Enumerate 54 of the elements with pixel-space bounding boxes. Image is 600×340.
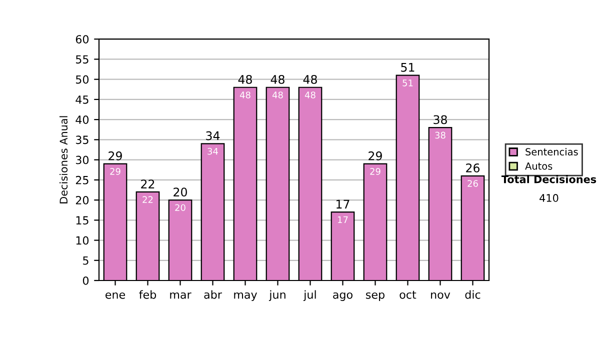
data-label: 29	[110, 168, 120, 175]
total-label: 48	[238, 74, 252, 84]
total-label: 29	[108, 151, 122, 160]
y-tick-label: 50	[76, 75, 89, 84]
y-tick-label: 35	[76, 136, 88, 144]
y-tick-label: 25	[76, 176, 88, 184]
y-tick-label: 60	[76, 35, 89, 44]
x-tick-label: dic	[465, 290, 480, 299]
y-tick-label: 30	[76, 156, 89, 164]
y-tick-label: 0	[82, 276, 89, 285]
data-label: 34	[208, 148, 218, 155]
total-label: 51	[401, 63, 414, 72]
x-tick-label: nov	[431, 292, 450, 299]
y-tick-label: 15	[76, 216, 88, 225]
x-tick-label: sep	[366, 292, 384, 301]
x-tick-label: abr	[204, 290, 222, 299]
y-tick-label: 5	[83, 256, 88, 265]
y-tick-label: 40	[76, 116, 89, 124]
total-label: 34	[206, 131, 220, 140]
data-label: 20	[175, 204, 186, 212]
x-tick-label: mar	[170, 292, 192, 299]
total-label: 17	[336, 200, 350, 208]
y-tick-label: 20	[76, 196, 89, 204]
text: Total Decisiones	[501, 175, 596, 184]
data-label: 48	[240, 92, 250, 98]
total-label: 48	[270, 74, 284, 84]
x-tick-label: ago	[333, 292, 352, 301]
total-label: 20	[174, 188, 187, 197]
x-tick-label: oct	[400, 290, 416, 299]
data-label: 38	[435, 132, 446, 139]
data-label: 22	[142, 196, 153, 203]
x-tick-label: ene	[106, 292, 126, 299]
text: 410	[540, 194, 558, 202]
y-tick-label: 10	[76, 236, 89, 245]
x-tick-label: feb	[139, 290, 156, 299]
total-label: 29	[368, 151, 382, 160]
total-label: 48	[303, 74, 317, 84]
data-label: 48	[304, 92, 316, 98]
legend-label: Autos	[525, 162, 552, 170]
y-tick-label: 55	[76, 55, 88, 64]
x-tick-label: jun	[268, 290, 286, 301]
x-tick-label: may	[234, 292, 258, 301]
data-label: 29	[370, 168, 380, 175]
legend-label: Sentencias	[526, 148, 578, 156]
total-label: 26	[466, 163, 480, 172]
x-tick-label: jul	[303, 290, 316, 301]
data-label: 51	[402, 80, 413, 86]
y-tick-label: 45	[76, 96, 88, 104]
y-axis-title: Decisiones Anual	[60, 116, 68, 204]
total-label: 38	[434, 115, 447, 124]
data-label: 48	[272, 92, 283, 98]
data-label: 26	[468, 180, 478, 187]
total-label: 22	[141, 180, 154, 188]
data-label: 17	[338, 216, 348, 223]
